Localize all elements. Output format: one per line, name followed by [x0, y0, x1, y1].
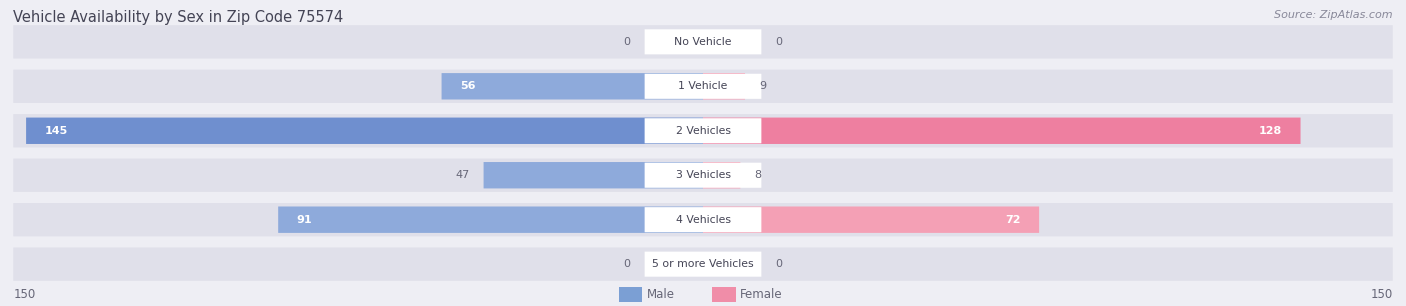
Text: 150: 150 [13, 288, 35, 301]
Text: 0: 0 [775, 37, 782, 47]
Text: Source: ZipAtlas.com: Source: ZipAtlas.com [1274, 10, 1393, 20]
Text: No Vehicle: No Vehicle [675, 37, 731, 47]
FancyBboxPatch shape [27, 118, 703, 144]
FancyBboxPatch shape [441, 73, 703, 99]
Text: 4 Vehicles: 4 Vehicles [675, 215, 731, 225]
FancyBboxPatch shape [703, 207, 1039, 233]
Text: 0: 0 [775, 259, 782, 269]
FancyBboxPatch shape [644, 118, 762, 143]
FancyBboxPatch shape [703, 162, 741, 188]
Text: 47: 47 [456, 170, 470, 180]
Text: Vehicle Availability by Sex in Zip Code 75574: Vehicle Availability by Sex in Zip Code … [13, 10, 343, 25]
FancyBboxPatch shape [619, 287, 643, 302]
Text: 3 Vehicles: 3 Vehicles [675, 170, 731, 180]
FancyBboxPatch shape [644, 29, 762, 54]
Text: 5 or more Vehicles: 5 or more Vehicles [652, 259, 754, 269]
Text: 56: 56 [460, 81, 475, 91]
Text: 150: 150 [1371, 288, 1393, 301]
FancyBboxPatch shape [13, 248, 1393, 281]
Text: 1 Vehicle: 1 Vehicle [678, 81, 728, 91]
FancyBboxPatch shape [278, 207, 703, 233]
Text: Female: Female [741, 288, 783, 301]
Text: 91: 91 [297, 215, 312, 225]
FancyBboxPatch shape [703, 73, 745, 99]
Text: 145: 145 [45, 126, 67, 136]
FancyBboxPatch shape [13, 114, 1393, 147]
Text: 0: 0 [624, 259, 631, 269]
Text: 128: 128 [1258, 126, 1282, 136]
Text: 0: 0 [624, 37, 631, 47]
FancyBboxPatch shape [703, 118, 1301, 144]
FancyBboxPatch shape [13, 25, 1393, 58]
Text: 2 Vehicles: 2 Vehicles [675, 126, 731, 136]
FancyBboxPatch shape [644, 163, 762, 188]
Text: Male: Male [647, 288, 675, 301]
Text: 8: 8 [755, 170, 762, 180]
FancyBboxPatch shape [13, 70, 1393, 103]
Text: 72: 72 [1005, 215, 1021, 225]
FancyBboxPatch shape [644, 74, 762, 99]
FancyBboxPatch shape [644, 207, 762, 232]
Text: 9: 9 [759, 81, 766, 91]
FancyBboxPatch shape [713, 287, 735, 302]
FancyBboxPatch shape [13, 159, 1393, 192]
FancyBboxPatch shape [484, 162, 703, 188]
FancyBboxPatch shape [13, 203, 1393, 236]
FancyBboxPatch shape [644, 252, 762, 277]
